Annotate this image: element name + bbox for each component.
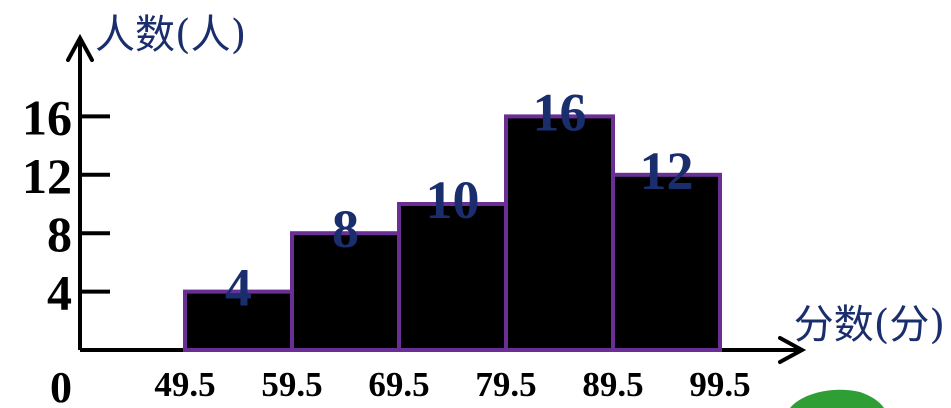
y-axis-arrowhead — [66, 33, 94, 62]
origin-label: 0 — [50, 363, 72, 408]
y-tick-label: 4 — [47, 265, 72, 321]
bar-value-label: 8 — [332, 199, 359, 259]
bars: 4 8 10 16 12 — [183, 82, 722, 353]
x-axis-tick-labels: 49.5 59.5 69.5 79.5 89.5 99.5 — [154, 365, 750, 404]
y-axis-title: 人数(人) — [95, 12, 246, 58]
bar-value-label: 10 — [426, 170, 480, 230]
leaf-decoration-icon — [790, 389, 884, 408]
x-tick-label: 89.5 — [582, 365, 643, 404]
histogram-bar — [290, 231, 401, 352]
y-tick-label: 16 — [22, 89, 72, 145]
histogram-bar — [504, 114, 615, 353]
x-tick-label: 99.5 — [689, 365, 750, 404]
x-tick-label: 69.5 — [368, 365, 429, 404]
x-tick-label: 49.5 — [154, 365, 215, 404]
x-tick-label: 59.5 — [261, 365, 322, 404]
y-tick-label: 12 — [22, 148, 72, 204]
x-tick-label: 79.5 — [475, 365, 536, 404]
histogram-bar — [183, 289, 294, 353]
x-axis-arrowhead — [778, 336, 807, 364]
histogram-bar — [611, 172, 722, 352]
bar-value-label: 12 — [640, 141, 694, 201]
y-tick-label: 8 — [47, 206, 72, 262]
bar-value-label: 4 — [225, 258, 252, 318]
bar-value-label: 16 — [533, 82, 587, 142]
x-axis-title: 分数(分) — [794, 302, 945, 348]
